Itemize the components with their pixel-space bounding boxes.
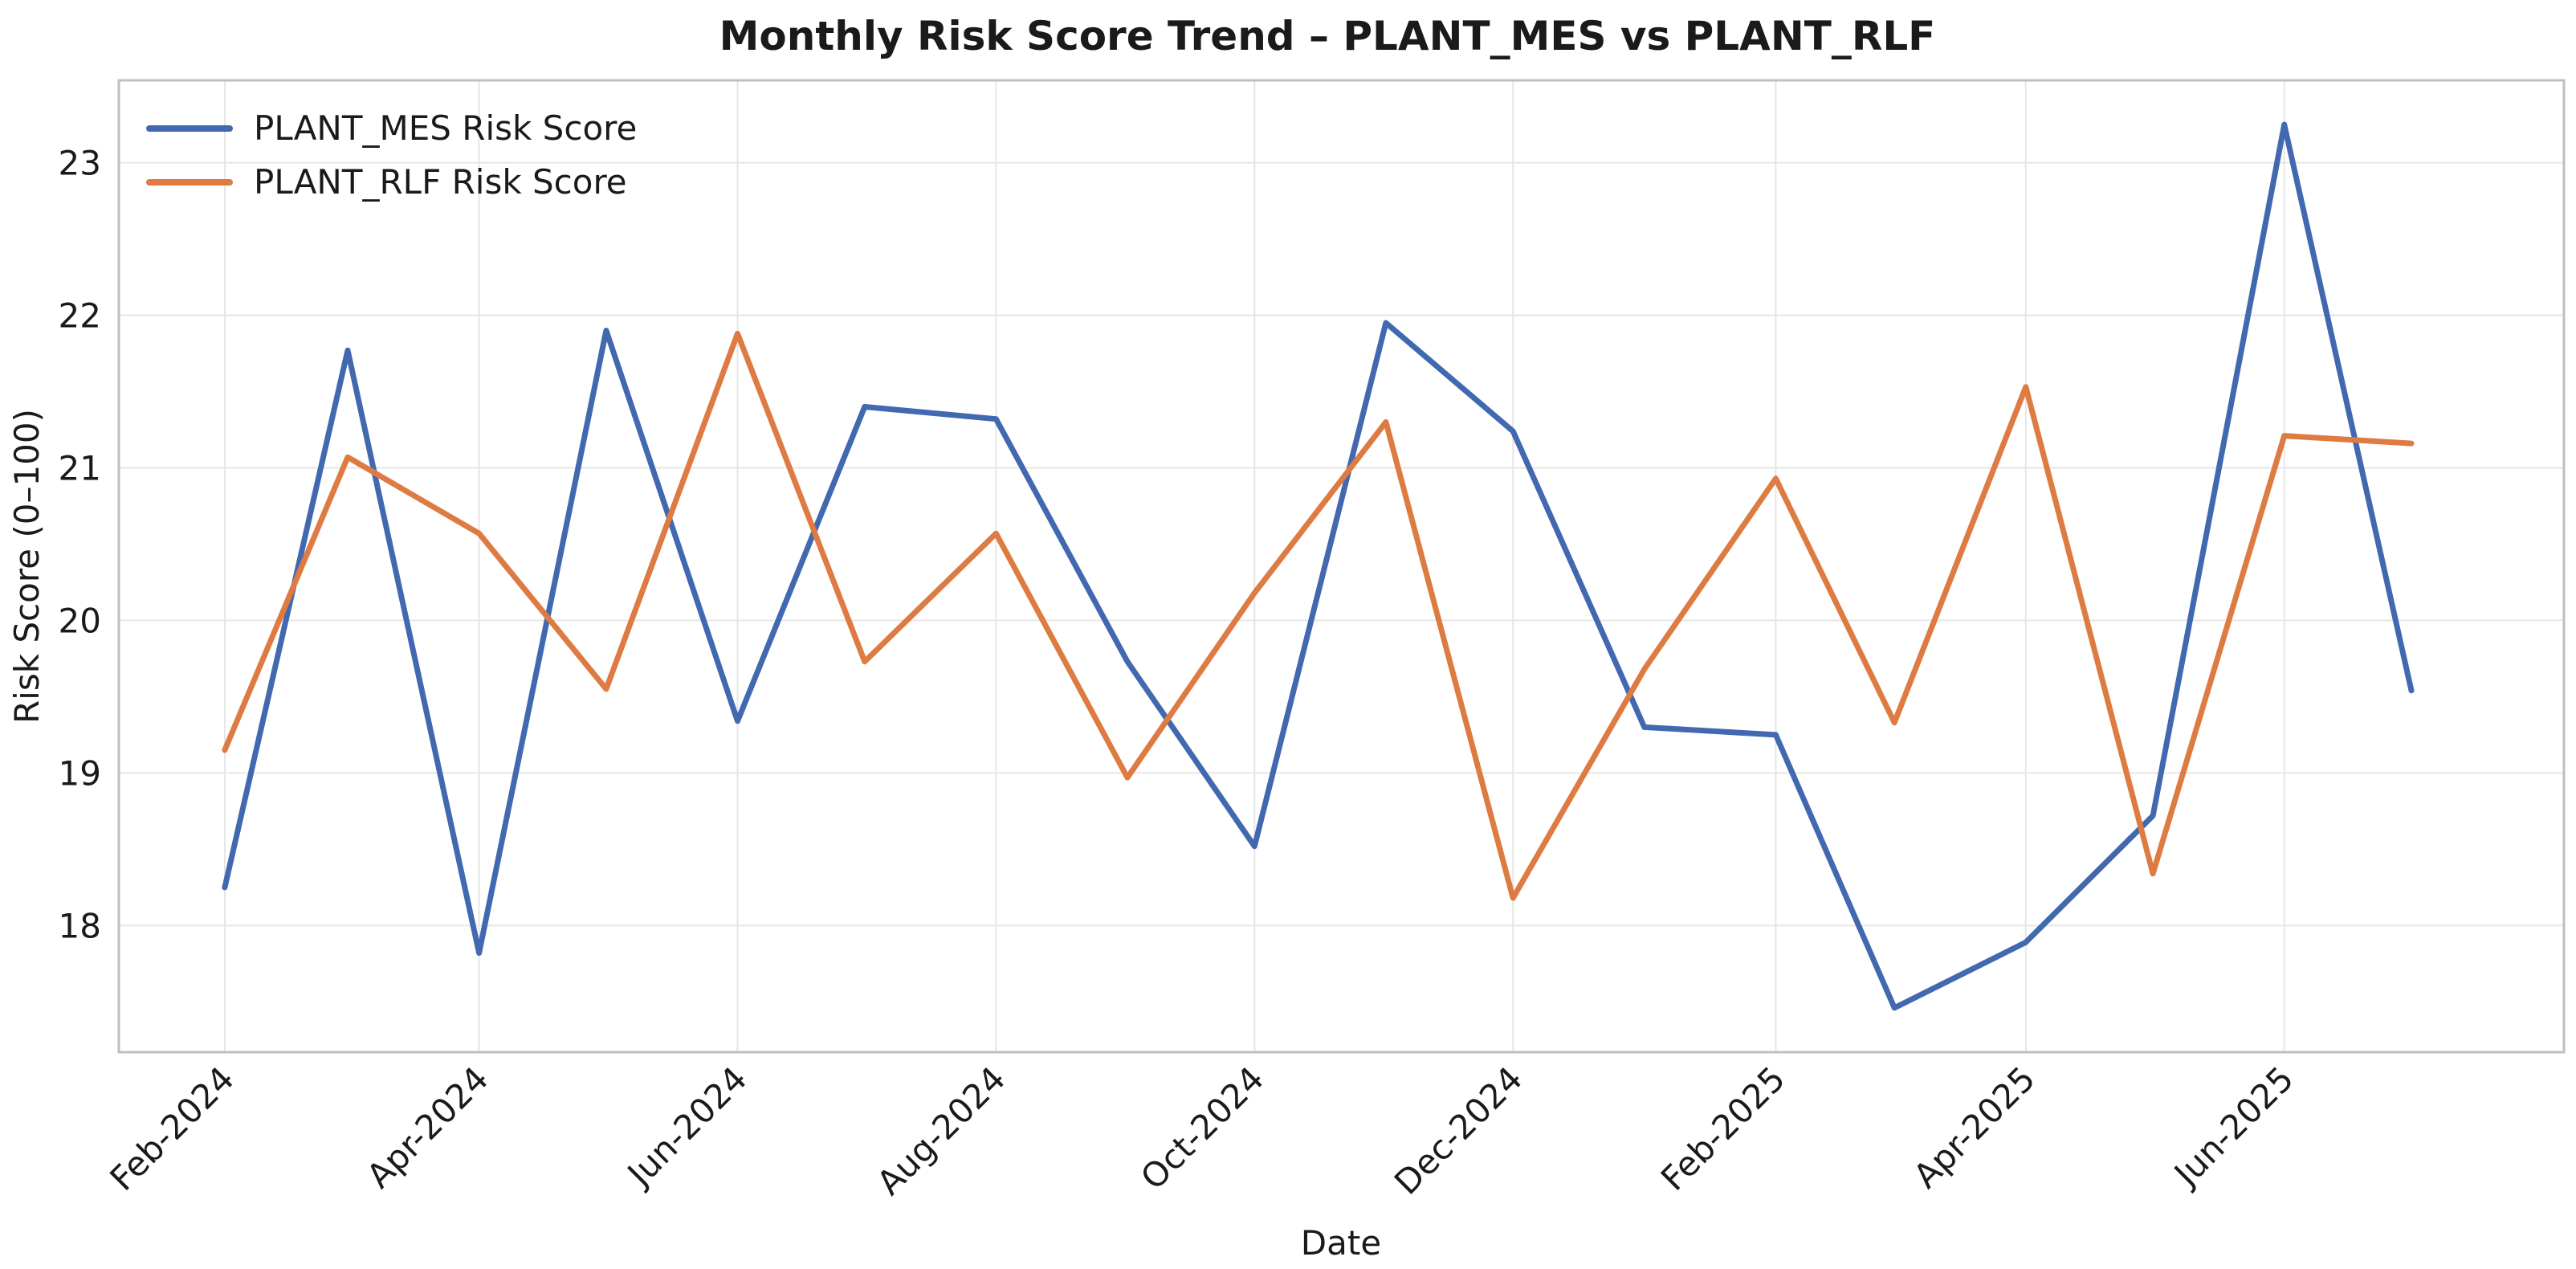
- chart-title: Monthly Risk Score Trend – PLANT_MES vs …: [719, 13, 1936, 59]
- grid: [119, 80, 2564, 1052]
- legend: PLANT_MES Risk Score PLANT_RLF Risk Scor…: [146, 108, 637, 202]
- x-axis-label: Date: [1301, 1223, 1381, 1263]
- y-tick-label: 21: [59, 448, 101, 488]
- legend-label-mes: PLANT_MES Risk Score: [254, 108, 637, 148]
- y-tick-label: 20: [59, 601, 101, 640]
- y-axis-ticks: 18 19 20 21 22 23: [59, 144, 101, 946]
- y-axis-label: Risk Score (0–100): [7, 409, 47, 724]
- y-tick-label: 18: [59, 906, 101, 945]
- legend-label-rlf: PLANT_RLF Risk Score: [254, 162, 627, 202]
- y-tick-label: 19: [59, 753, 101, 793]
- plot-frame: [117, 79, 2566, 1054]
- series-lines: [222, 121, 2415, 1011]
- y-tick-label: 23: [59, 144, 101, 183]
- series-line-0: [222, 121, 2415, 1011]
- series-line-1: [222, 330, 2415, 901]
- y-tick-label: 22: [59, 296, 101, 336]
